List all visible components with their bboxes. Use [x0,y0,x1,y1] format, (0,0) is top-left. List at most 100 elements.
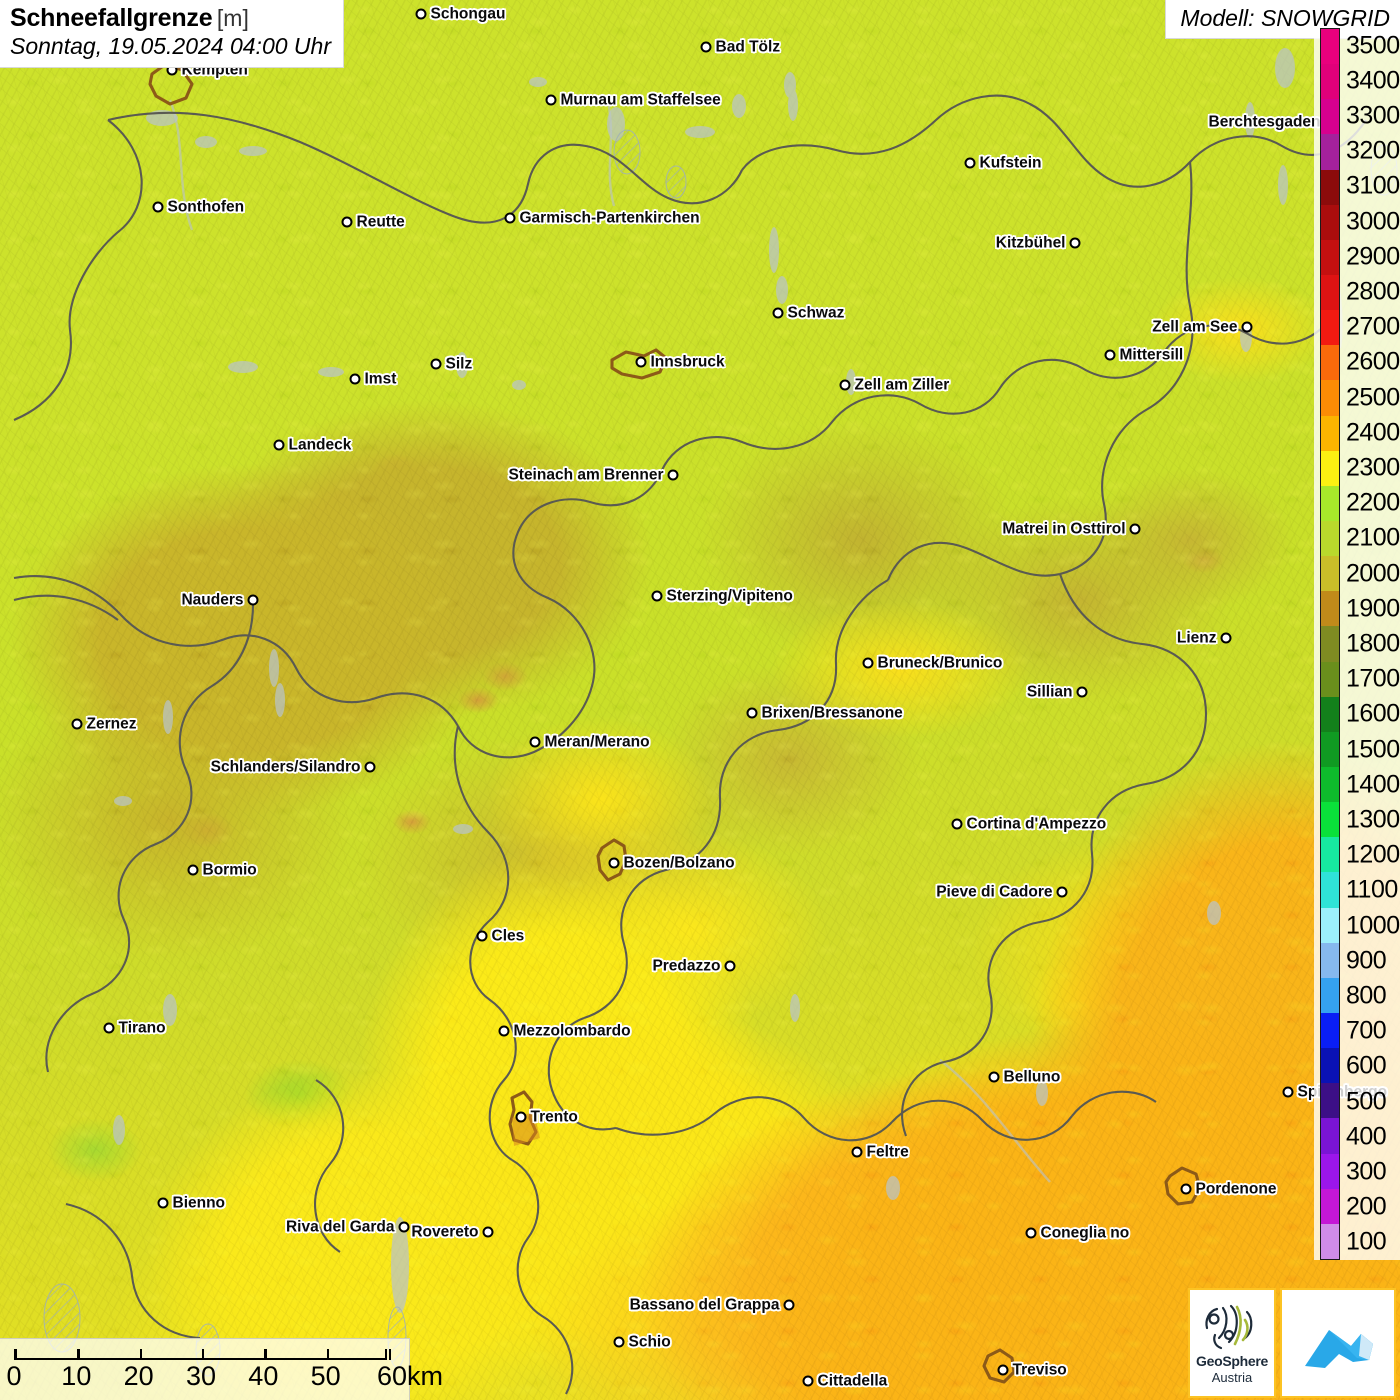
city-marker[interactable]: Matrei in Osttirol [1002,520,1141,537]
city-marker[interactable]: Bassano del Grappa [630,1296,795,1313]
legend-swatch [1321,626,1339,662]
city-marker[interactable]: Treviso [997,1361,1067,1378]
legend-tick-labels: 3500 3400 3300 3200 3100 3000 2900 2800 2700 2600… [1340,28,1400,1260]
city-marker[interactable]: Schlanders/Silandro [211,758,376,775]
city-marker[interactable]: Trento [515,1108,578,1125]
legend-swatch [1321,731,1339,767]
city-marker[interactable]: Bruneck/Brunico [862,654,1002,671]
city-dot-icon [1129,523,1141,535]
city-marker[interactable]: Pieve di Cadore [936,883,1068,900]
city-marker[interactable]: Landeck [273,436,351,453]
city-label: Nauders [181,591,244,608]
city-marker[interactable]: Coneglia no [1025,1224,1129,1241]
city-marker[interactable]: Schongau [415,5,505,22]
city-dot-icon [851,1146,863,1158]
city-dot-icon [613,1336,625,1348]
city-marker[interactable]: Garmisch-Partenkirchen [504,209,700,226]
scale-tick [326,1349,329,1360]
city-marker[interactable]: Bormio [187,861,257,878]
legend-swatch [1321,169,1339,205]
city-dot-icon [608,857,620,869]
city-dot-icon [651,590,663,602]
city-marker[interactable]: Belluno [988,1068,1060,1085]
legend-label: 300 [1346,1157,1387,1186]
city-marker[interactable]: Predazzo [652,957,736,974]
legend-label: 2200 [1346,488,1400,517]
city-marker[interactable]: Mezzolombardo [498,1022,631,1039]
city-marker[interactable]: Tirano [103,1019,166,1036]
city-marker[interactable]: Meran/Merano [529,733,650,750]
mountain-arrow-icon [1305,1330,1373,1368]
geosphere-austria-logo[interactable]: GeoSphere Austria [1188,1288,1276,1398]
city-marker[interactable]: Schwaz [772,304,844,321]
city-label: Treviso [1012,1361,1067,1378]
city-marker[interactable]: Brixen/Bressanone [746,704,903,721]
city-marker[interactable]: Mittersill [1104,346,1183,363]
city-label: Cittadella [817,1372,888,1389]
city-marker[interactable]: Cortina d'Ampezzo [951,815,1106,832]
legend-label: 1000 [1346,911,1400,940]
city-marker[interactable]: Schio [613,1333,671,1350]
city-marker[interactable]: Pordenone [1180,1180,1276,1197]
city-marker[interactable]: Sillian [1027,683,1088,700]
scale-tick [77,1349,80,1360]
city-marker[interactable]: Reutte [341,213,405,230]
city-marker[interactable]: Murnau am Staffelsee [545,91,721,108]
scale-tick-label: 40 [248,1361,279,1391]
city-marker[interactable]: Sterzing/Vipiteno [651,587,793,604]
city-marker[interactable]: Kitzbühel [996,234,1081,251]
city-marker[interactable]: Innsbruck [635,353,725,370]
city-dot-icon [802,1375,814,1387]
city-marker[interactable]: Bienno [157,1194,225,1211]
city-marker[interactable]: Imst [349,370,396,387]
city-dot-icon [1069,237,1081,249]
city-marker[interactable]: Sonthofen [152,198,244,215]
partner-logo[interactable] [1280,1288,1396,1398]
city-label: Rovereto [411,1223,479,1240]
legend-swatch [1321,29,1339,65]
city-dot-icon [1025,1227,1037,1239]
legend-label: 1900 [1346,594,1400,623]
legend-swatch [1321,450,1339,486]
city-label: Meran/Merano [544,733,650,750]
legend-label: 100 [1346,1227,1387,1256]
scale-rule [14,1349,392,1360]
city-label: Kufstein [979,154,1042,171]
city-label: Mittersill [1119,346,1184,363]
city-marker[interactable]: Kufstein [964,154,1042,171]
city-marker[interactable]: Lienz [1177,629,1232,646]
city-marker[interactable]: Cles [476,927,524,944]
city-marker[interactable]: Spilimbergo [1282,1083,1387,1100]
city-label: Bad Tölz [715,38,781,55]
legend-swatch [1321,766,1339,803]
legend-label: 900 [1346,946,1387,975]
city-marker[interactable]: Zernez [71,715,136,732]
city-label: Bienno [172,1194,226,1211]
geosphere-mark-icon [1205,1304,1253,1349]
city-marker[interactable]: Zell am See [1152,318,1253,335]
legend-label: 2300 [1346,453,1400,482]
city-marker[interactable]: Zell am Ziller [839,376,949,393]
city-dot-icon [187,864,199,876]
city-marker[interactable]: Rovereto [411,1223,494,1240]
city-dot-icon [839,379,851,391]
city-marker[interactable]: Cittadella [802,1372,887,1389]
city-dot-icon [364,761,376,773]
city-marker[interactable]: Silz [430,355,472,372]
city-dot-icon [545,94,557,106]
city-dot-icon [772,307,784,319]
city-dot-icon [341,216,353,228]
city-marker[interactable]: Nauders [181,591,259,608]
city-marker[interactable]: Steinach am Brenner [508,466,679,483]
city-marker[interactable]: Bad Tölz [700,38,780,55]
city-label: Sterzing/Vipiteno [666,587,793,604]
legend-swatch [1321,696,1339,732]
scale-tick-label: 10 [61,1361,92,1391]
city-marker[interactable]: Riva del Garda [286,1218,410,1235]
legend-swatch [1321,485,1339,521]
city-marker[interactable]: Feltre [851,1143,909,1160]
city-marker[interactable]: Bozen/Bolzano [608,854,735,871]
